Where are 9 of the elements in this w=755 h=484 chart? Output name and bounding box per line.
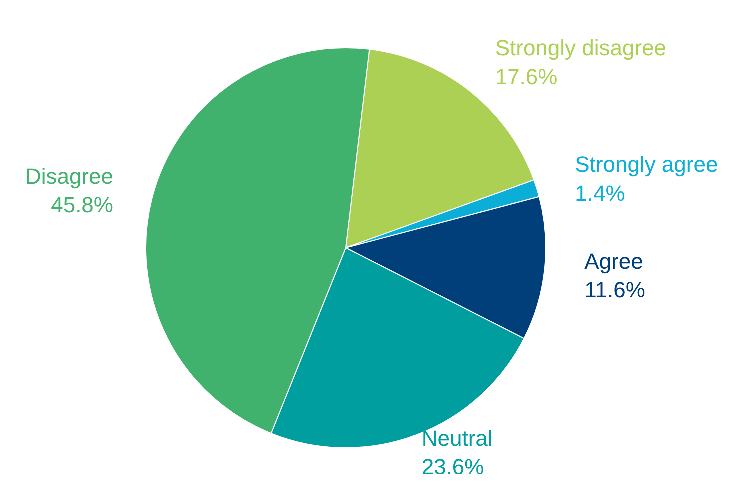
data-label: 1.4%: [575, 180, 626, 206]
slice-label: Neutral: [422, 426, 493, 451]
slice-label: Strongly agree: [575, 152, 718, 178]
data-label: 17.6%: [495, 64, 558, 90]
slice-label: Strongly disagree: [495, 36, 667, 61]
slice-label: Disagree: [25, 164, 114, 190]
data-label: 45.8%: [51, 192, 114, 218]
data-label: 11.6%: [584, 278, 646, 303]
slice-label: Agree: [584, 249, 644, 274]
